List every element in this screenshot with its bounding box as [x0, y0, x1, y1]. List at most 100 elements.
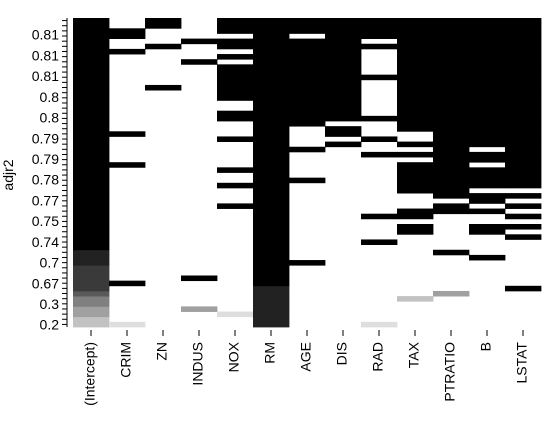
- cell-rad-59: [361, 18, 398, 24]
- cell-age-53: [289, 48, 326, 55]
- cell-lstat-58: [505, 23, 542, 29]
- cell-tax-58: [397, 23, 434, 29]
- cell-rm-17: [253, 234, 290, 240]
- cell-nox-58: [217, 23, 254, 29]
- cell-intercept-42: [73, 105, 110, 112]
- cell-age-39: [289, 121, 326, 127]
- y-tick-label: 0.8: [40, 89, 60, 105]
- cell-lstat-50: [505, 64, 542, 70]
- cell-b-51: [469, 59, 506, 65]
- cell-lstat-53: [505, 48, 542, 55]
- cell-intercept-33: [73, 151, 110, 158]
- x-tick-label-zn: ZN: [154, 342, 170, 361]
- cell-rm-44: [253, 95, 290, 101]
- cell-rm-28: [253, 177, 290, 184]
- cell-intercept-4: [73, 301, 110, 307]
- cell-rm-27: [253, 182, 290, 189]
- y-tick-label: 0.78: [32, 172, 59, 188]
- cell-tax-22: [397, 208, 434, 215]
- cell-intercept-49: [73, 69, 110, 76]
- cell-nox-47: [217, 79, 254, 86]
- cell-rm-41: [253, 110, 290, 117]
- cell-nox-55: [217, 38, 254, 45]
- cell-rm-2: [253, 311, 290, 318]
- cell-dis-35: [325, 141, 362, 148]
- cell-ptratio-28: [433, 177, 470, 184]
- cell-intercept-18: [73, 229, 110, 235]
- cell-intercept-48: [73, 74, 110, 81]
- cell-age-47: [289, 79, 326, 86]
- cell-nox-45: [217, 90, 254, 96]
- cell-ptratio-34: [433, 146, 470, 153]
- cell-intercept-3: [73, 306, 110, 312]
- cell-b-28: [469, 177, 506, 184]
- cell-ptratio-14: [433, 249, 470, 256]
- cell-ptratio-46: [433, 84, 470, 91]
- cell-rm-49: [253, 69, 290, 76]
- cell-intercept-13: [73, 254, 110, 261]
- cell-lstat-39: [505, 121, 542, 127]
- cell-rm-24: [253, 198, 290, 204]
- cell-ptratio-22: [433, 208, 470, 215]
- cell-rm-4: [253, 301, 290, 307]
- cell-rm-45: [253, 90, 290, 96]
- cell-lstat-23: [505, 203, 542, 209]
- cell-ptratio-38: [433, 126, 470, 132]
- cell-nox-46: [217, 84, 254, 91]
- x-tick-label-lstat: LSTAT: [514, 342, 530, 384]
- y-tick-label: 0.3: [40, 296, 60, 312]
- cell-crim-56: [109, 33, 146, 39]
- cell-rm-11: [253, 265, 290, 271]
- cell-crim-53: [109, 48, 146, 55]
- cell-tax-51: [397, 59, 434, 65]
- cell-intercept-52: [73, 54, 110, 60]
- cell-lstat-46: [505, 84, 542, 91]
- cell-ptratio-57: [433, 28, 470, 34]
- cell-dis-57: [325, 28, 362, 34]
- cell-nox-50: [217, 64, 254, 70]
- cell-age-55: [289, 38, 326, 45]
- cell-lstat-38: [505, 126, 542, 132]
- cell-tax-5: [397, 296, 434, 302]
- cell-intercept-0: [73, 321, 110, 328]
- cell-ptratio-45: [433, 90, 470, 96]
- cell-lstat-42: [505, 105, 542, 112]
- cell-lstat-29: [505, 172, 542, 179]
- y-tick-label: 0.75: [32, 213, 59, 229]
- y-tick-label: 0.81: [32, 47, 59, 63]
- cell-ptratio-31: [433, 162, 470, 168]
- cell-b-22: [469, 208, 506, 215]
- cell-intercept-23: [73, 203, 110, 209]
- cell-b-18: [469, 229, 506, 235]
- cell-dis-52: [325, 54, 362, 60]
- cell-nox-48: [217, 74, 254, 81]
- cell-rm-36: [253, 136, 290, 142]
- cell-age-46: [289, 84, 326, 91]
- cell-b-32: [469, 157, 506, 163]
- cell-rm-37: [253, 131, 290, 137]
- cell-lstat-56: [505, 33, 542, 39]
- cell-rm-26: [253, 187, 290, 194]
- cell-intercept-56: [73, 33, 110, 39]
- cell-zn-59: [145, 18, 182, 24]
- x-tick-label-dis: DIS: [334, 342, 350, 365]
- cell-ptratio-59: [433, 18, 470, 24]
- cell-ptratio-41: [433, 110, 470, 117]
- cell-b-54: [469, 43, 506, 50]
- cell-intercept-38: [73, 126, 110, 132]
- cell-tax-19: [397, 224, 434, 230]
- cell-rm-16: [253, 239, 290, 245]
- cell-lstat-54: [505, 43, 542, 50]
- x-tick-label-tax: TAX: [406, 341, 422, 368]
- cell-rm-54: [253, 43, 290, 50]
- cell-tax-46: [397, 84, 434, 91]
- cell-tax-47: [397, 79, 434, 86]
- cell-dis-48: [325, 74, 362, 81]
- cell-age-57: [289, 28, 326, 34]
- cell-zn-46: [145, 84, 182, 91]
- cell-intercept-19: [73, 224, 110, 230]
- cell-nox-59: [217, 18, 254, 24]
- cell-rm-58: [253, 23, 290, 29]
- cell-lstat-41: [505, 110, 542, 117]
